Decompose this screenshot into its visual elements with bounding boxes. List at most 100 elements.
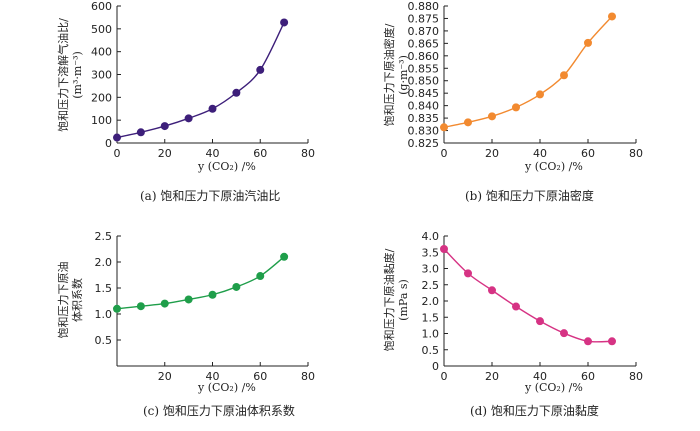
- data-point: [608, 12, 616, 21]
- y-tick-label: 0.855: [408, 62, 440, 75]
- data-point: [232, 88, 241, 97]
- y-tick-label: 0: [105, 137, 112, 150]
- y-axis-label-line: 饱和压力下原油密度/: [382, 23, 396, 126]
- y-axis-label: 饱和压力下溶解气油比/(m³·m⁻³): [56, 18, 84, 132]
- data-point: [488, 112, 496, 121]
- data-point: [184, 114, 193, 123]
- y-axis-label-line: (g·m⁻³): [397, 55, 410, 95]
- y-tick-label: 1.0: [95, 308, 113, 321]
- x-tick-label: 0: [114, 147, 121, 160]
- x-axis-label: y (CO₂) /%: [524, 381, 583, 394]
- y-axis-label-line: (m³·m⁻³): [71, 51, 84, 99]
- y-tick-label: 0.850: [408, 75, 440, 88]
- x-tick-label: 0: [441, 147, 448, 160]
- x-tick-label: 60: [581, 370, 595, 383]
- y-axis-label-line: (mPa s): [397, 279, 410, 321]
- x-tick-label: 60: [253, 147, 267, 160]
- y-tick-label: 0.870: [408, 25, 440, 38]
- y-tick-label: 3.5: [422, 246, 440, 259]
- data-point: [584, 38, 592, 47]
- data-point: [280, 252, 289, 261]
- x-tick-label: 20: [158, 370, 172, 383]
- data-point: [608, 337, 616, 346]
- y-tick-label: 0.880: [408, 0, 440, 13]
- y-axis-label-line: 饱和压力下原油黏度/: [382, 248, 396, 351]
- x-tick-label: 80: [629, 370, 643, 383]
- y-axis-label-line: 饱和压力下溶解气油比/: [56, 18, 70, 132]
- y-tick-label: 0.825: [408, 137, 440, 150]
- x-tick-label: 40: [206, 147, 220, 160]
- y-tick-label: 0.830: [408, 125, 440, 138]
- y-tick-label: 500: [91, 23, 112, 36]
- data-point: [536, 90, 544, 99]
- data-point: [184, 295, 193, 304]
- y-tick-label: 4.0: [422, 230, 440, 243]
- y-tick-label: 600: [91, 0, 112, 13]
- y-tick-label: 0.5: [95, 334, 113, 347]
- y-tick-label: 0.875: [408, 12, 440, 25]
- y-tick-label: 400: [91, 46, 112, 59]
- chart-caption: (c) 饱和压力下原油体积系数: [143, 403, 295, 418]
- y-tick-label: 2.5: [95, 230, 113, 243]
- y-tick-label: 1.5: [422, 311, 440, 324]
- y-tick-label: 0.5: [422, 344, 440, 357]
- data-point: [136, 128, 145, 137]
- y-tick-label: 300: [91, 69, 112, 82]
- chart-caption: (b) 饱和压力下原油密度: [465, 188, 594, 203]
- data-point: [536, 317, 544, 326]
- x-tick-label: 60: [581, 147, 595, 160]
- y-axis-label: 饱和压力下原油密度/(g·m⁻³): [382, 23, 410, 126]
- x-tick-label: 20: [485, 147, 499, 160]
- data-point: [280, 18, 289, 27]
- y-tick-label: 0.865: [408, 37, 440, 50]
- chart-panel-b: 0 20 40 60 800.8250.8300.8350.8400.8450.8500…: [382, 0, 643, 203]
- data-point: [512, 302, 520, 311]
- x-axis-label: y (CO₂) /%: [197, 160, 256, 173]
- y-tick-label: 200: [91, 91, 112, 104]
- y-axis-label-line: 体积系数: [70, 278, 84, 322]
- x-tick-label: 40: [533, 147, 547, 160]
- data-point: [113, 304, 121, 313]
- chart-panel-a: 0 20 40 60 80 0 100 200 300 400 500 600 y (CO₂) /% 饱和…: [56, 0, 315, 203]
- chart-caption: (a) 饱和压力下原油汽油比: [140, 188, 280, 203]
- y-tick-label: 1.0: [422, 328, 440, 341]
- x-tick-label: 80: [301, 147, 315, 160]
- data-point: [256, 272, 265, 281]
- y-tick-label: 2.0: [95, 256, 113, 269]
- x-tick-label: 40: [533, 370, 547, 383]
- data-point: [512, 103, 520, 112]
- y-tick-label: 0.845: [408, 87, 440, 100]
- y-tick-label: 3.0: [422, 263, 440, 276]
- y-tick-label: 100: [91, 114, 112, 127]
- data-point: [488, 286, 496, 295]
- y-tick-label: 2.5: [422, 279, 440, 292]
- series-line: [443, 15, 613, 128]
- y-tick-label: 0: [432, 360, 439, 373]
- x-tick-label: 20: [158, 147, 172, 160]
- y-axis-label-line: 饱和压力下原油: [56, 262, 70, 339]
- x-tick-label: 40: [206, 370, 220, 383]
- chart-panel-c: 20 40 60 80 0.5 1.0 1.5 2.0 2.5 y (CO₂) /% 饱和压力下原油…: [56, 230, 315, 418]
- x-tick-label: 60: [253, 370, 267, 383]
- data-point: [208, 104, 217, 113]
- data-point: [440, 245, 448, 253]
- x-tick-label: 80: [629, 147, 643, 160]
- x-axis-label: y (CO₂) /%: [197, 381, 256, 394]
- data-point: [440, 123, 448, 132]
- series-line: [443, 248, 613, 343]
- data-point: [136, 302, 145, 311]
- data-point: [584, 337, 592, 346]
- y-tick-label: 1.5: [95, 282, 113, 295]
- data-point: [464, 118, 472, 127]
- x-tick-label: 20: [485, 370, 499, 383]
- data-point: [560, 329, 568, 338]
- data-point: [208, 290, 217, 299]
- y-axis-label: 饱和压力下原油黏度/(mPa s): [382, 248, 410, 351]
- data-point: [560, 71, 568, 80]
- y-tick-label: 0.840: [408, 100, 440, 113]
- x-tick-label: 80: [301, 370, 315, 383]
- data-point: [113, 133, 121, 142]
- x-axis-label: y (CO₂) /%: [524, 160, 583, 173]
